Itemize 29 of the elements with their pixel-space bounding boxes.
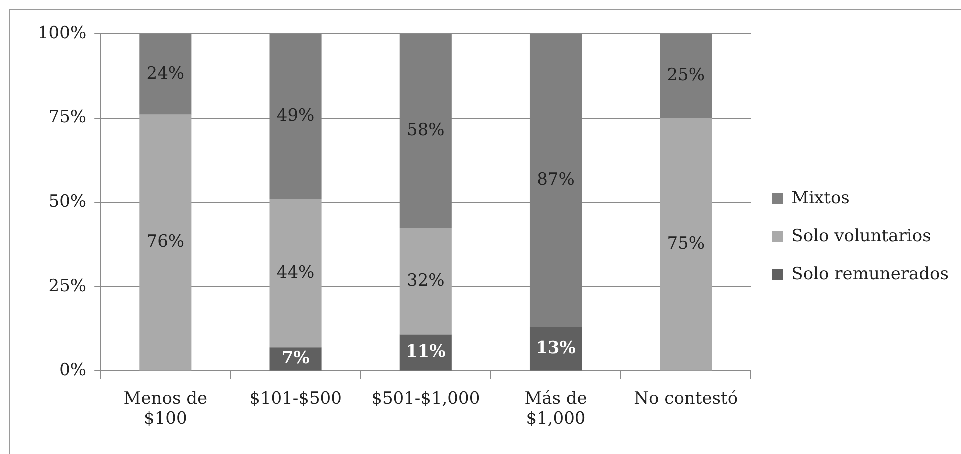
bar	[270, 199, 322, 348]
data-label: 44%	[276, 262, 315, 283]
legend-label: Solo voluntarios	[792, 226, 932, 246]
legend-label: Solo remunerados	[792, 264, 950, 284]
data-label: 76%	[146, 232, 185, 252]
y-tick-label: 75%	[48, 108, 87, 128]
data-label: 11%	[406, 342, 446, 362]
bar	[140, 114, 192, 371]
data-label: 87%	[537, 170, 575, 190]
x-tick-label: $501-$1,000	[372, 388, 480, 409]
data-label: 58%	[406, 120, 445, 141]
y-tick-label: 50%	[48, 192, 87, 212]
legend-label: Mixtos	[792, 188, 850, 208]
y-tick-label: 100%	[38, 23, 87, 44]
bar	[400, 228, 452, 335]
x-tick-label: Menos de $100	[124, 388, 208, 430]
y-tick-label: 25%	[48, 276, 87, 296]
data-label: 13%	[536, 338, 576, 358]
x-tick-label: No contestó	[634, 388, 738, 409]
data-label: 7%	[282, 348, 310, 369]
data-label: 32%	[406, 270, 445, 291]
data-label: 75%	[667, 234, 706, 254]
x-tick-label: $101-$500	[250, 388, 342, 409]
data-label: 25%	[667, 66, 706, 86]
y-tick-label: 0%	[60, 360, 87, 381]
data-label: 49%	[276, 106, 315, 126]
x-tick-label: Más de $1,000	[524, 388, 588, 430]
bar	[660, 118, 712, 371]
data-label: 24%	[146, 64, 185, 84]
